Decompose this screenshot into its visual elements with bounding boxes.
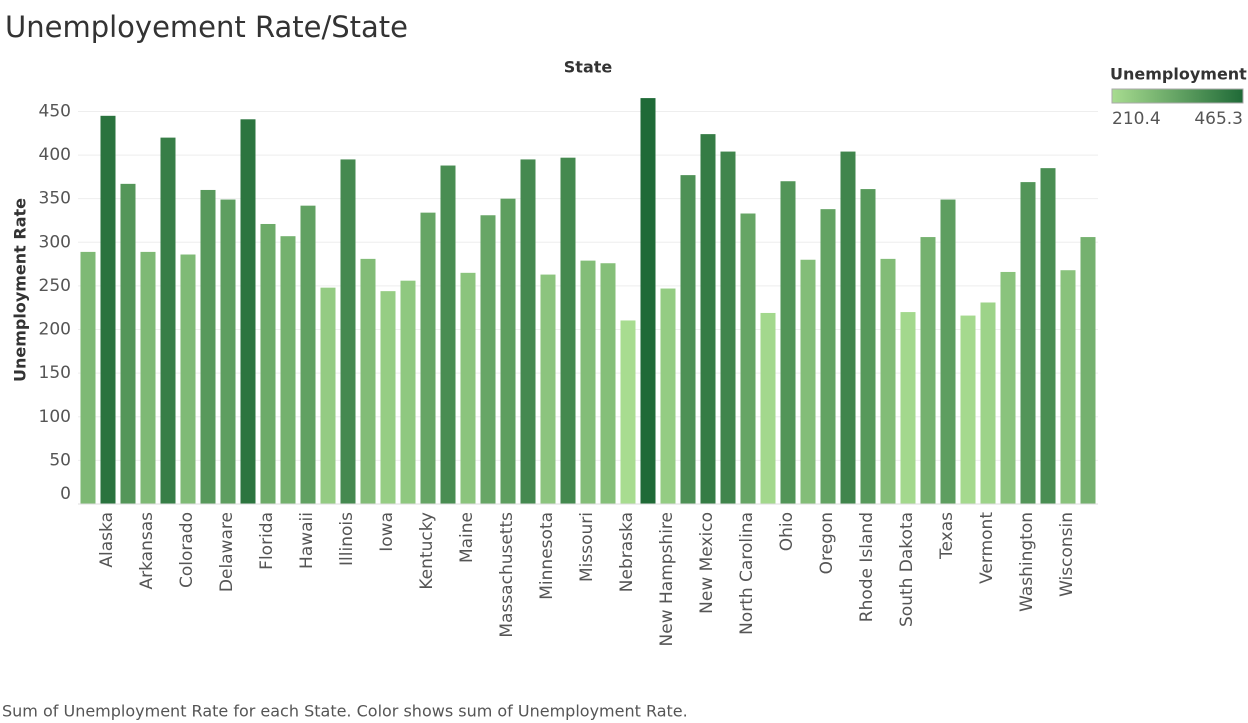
bar: [880, 258, 896, 504]
bar: [640, 98, 656, 504]
bar: [820, 209, 836, 505]
y-tick-label: 100: [39, 407, 71, 427]
bar: [760, 312, 776, 504]
bar: [340, 159, 356, 504]
bar: [660, 288, 676, 504]
bar: [1040, 168, 1056, 505]
bar: [100, 115, 116, 505]
bar: [700, 134, 716, 504]
x-tick-label: Ohio: [777, 512, 797, 551]
x-tick-label: Illinois: [337, 512, 357, 566]
x-tick-label: Arkansas: [137, 512, 157, 590]
bar: [740, 213, 756, 505]
bar: [520, 159, 536, 504]
bar: [280, 236, 296, 505]
x-tick-label: North Carolina: [737, 512, 757, 635]
y-tick-label: 200: [39, 320, 71, 340]
x-tick-label: Massachusetts: [497, 512, 517, 638]
x-tick-label: Maine: [457, 512, 477, 563]
bar: [540, 274, 556, 504]
legend-title: Unemployment..: [1110, 65, 1248, 84]
bar: [460, 272, 476, 504]
bar: [220, 199, 236, 504]
y-tick-label: 350: [39, 189, 71, 209]
bar: [500, 198, 516, 504]
bar: [120, 183, 136, 504]
x-tick-label: Alaska: [97, 512, 117, 568]
bar: [960, 315, 976, 504]
bar: [1080, 237, 1096, 504]
x-tick-label: Washington: [1017, 512, 1037, 612]
y-tick-label: 0: [60, 484, 71, 504]
x-tick-label: Delaware: [217, 512, 237, 592]
bar: [1020, 182, 1036, 504]
bar: [580, 260, 596, 504]
x-tick-label: Vermont: [977, 512, 997, 584]
x-tick-label: Colorado: [177, 512, 197, 588]
bar: [160, 137, 176, 505]
bar: [780, 181, 796, 504]
bar: [900, 312, 916, 504]
y-tick-label: 150: [39, 363, 71, 383]
y-tick-label: 400: [39, 145, 71, 165]
bar: [180, 254, 196, 504]
bar: [800, 259, 816, 504]
legend-gradient: [1111, 88, 1244, 104]
y-tick-label: 50: [49, 450, 71, 470]
legend-max-label: 465.3: [1194, 109, 1243, 129]
bar: [260, 223, 276, 504]
bar: [980, 302, 996, 504]
x-tick-label: Nebraska: [617, 512, 637, 592]
column-header: State: [564, 58, 613, 77]
bar: [320, 287, 336, 504]
x-tick-label: South Dakota: [897, 512, 917, 627]
bar: [360, 258, 376, 504]
bar: [940, 199, 956, 504]
x-tick-label: Hawaii: [297, 512, 317, 569]
bar: [400, 280, 416, 504]
bar: [140, 251, 156, 504]
bar: [480, 215, 496, 505]
bar: [840, 151, 856, 504]
chart-title: Unemployement Rate/State: [5, 10, 408, 44]
bar: [240, 119, 256, 504]
bar: [680, 175, 696, 504]
bar: [300, 205, 316, 504]
bar: [380, 291, 396, 504]
x-tick-label: Florida: [257, 512, 277, 570]
bar: [420, 212, 436, 504]
y-axis-label: Unemployment Rate: [11, 198, 30, 382]
y-tick-label: 250: [39, 276, 71, 296]
x-tick-label: Kentucky: [417, 512, 437, 590]
x-tick-label: New Mexico: [697, 512, 717, 614]
bar: [920, 237, 936, 504]
y-tick-label: 450: [39, 101, 71, 121]
x-tick-label: Iowa: [377, 512, 397, 552]
bar: [620, 320, 636, 504]
x-tick-label: Rhode Island: [857, 512, 877, 622]
bar: [1000, 271, 1016, 504]
footnote: Sum of Unemployment Rate for each State.…: [2, 702, 688, 721]
x-tick-label: Oregon: [817, 512, 837, 574]
bar: [600, 263, 616, 504]
x-tick-label: Missouri: [577, 512, 597, 582]
bar: [860, 189, 876, 504]
bar: [440, 165, 456, 504]
bar: [560, 157, 576, 504]
x-tick-label: New Hampshire: [657, 512, 677, 646]
bar: [80, 251, 96, 504]
x-tick-label: Wisconsin: [1057, 512, 1077, 597]
bar: [200, 189, 216, 504]
x-tick-label: Minnesota: [537, 512, 557, 600]
y-tick-label: 300: [39, 232, 71, 252]
bar: [1060, 270, 1076, 504]
x-tick-label: Texas: [937, 512, 957, 560]
legend-min-label: 210.4: [1112, 109, 1161, 129]
bar: [720, 151, 736, 504]
